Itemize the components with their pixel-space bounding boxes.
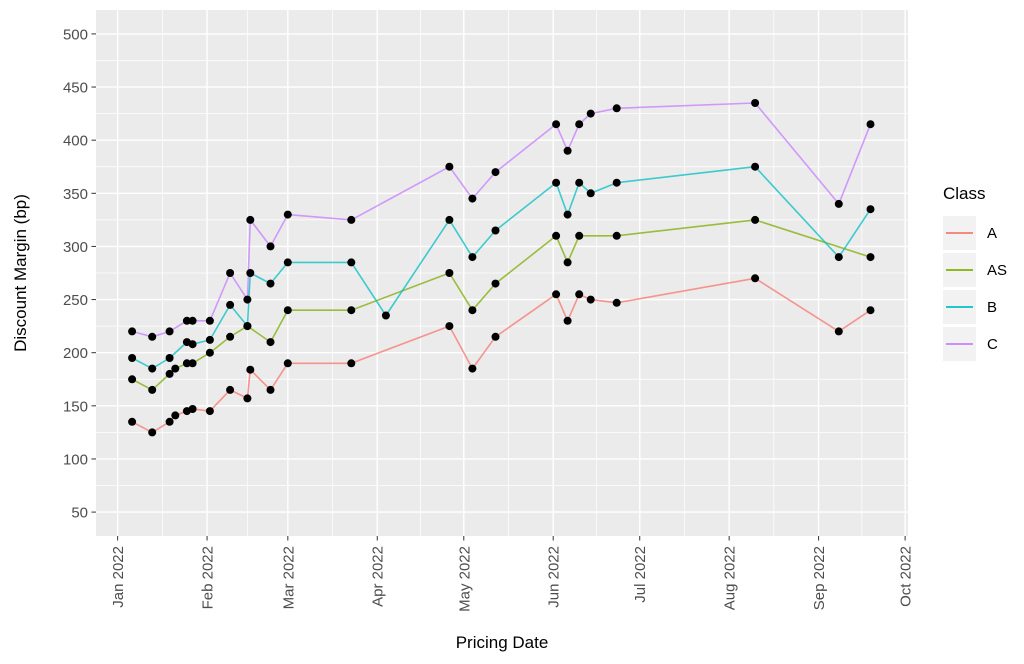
svg-text:Jul 2022: Jul 2022 [632,546,649,603]
series-points-C [128,99,875,341]
legend-item-B: B [943,290,1007,324]
legend-key-C [943,327,976,361]
svg-text:Feb 2022: Feb 2022 [200,546,217,609]
series-points-B [128,162,875,373]
legend-label: B [987,298,998,316]
svg-text:Aug 2022: Aug 2022 [722,546,739,610]
legend-item-A: A [943,216,1007,250]
svg-text:50: 50 [71,505,88,522]
svg-text:200: 200 [63,345,88,362]
legend-item-AS: AS [943,253,1007,287]
svg-text:150: 150 [63,398,88,415]
axis-tick-marks [91,33,906,541]
svg-text:450: 450 [63,80,88,97]
svg-text:Jan 2022: Jan 2022 [110,546,127,608]
svg-text:Sep 2022: Sep 2022 [811,546,828,610]
svg-text:300: 300 [63,239,88,256]
legend-line-swatch [946,232,973,234]
legend-item-C: C [943,327,1007,361]
x-axis-title: Pricing Date [455,633,549,652]
legend-title: Class [943,184,986,203]
legend: Class A AS B C [943,184,1007,364]
minor-gridlines [96,10,908,536]
legend-line-swatch [946,343,973,345]
svg-text:350: 350 [63,186,88,203]
svg-text:400: 400 [63,133,88,150]
svg-text:250: 250 [63,292,88,309]
svg-text:May 2022: May 2022 [456,546,473,612]
y-axis-title: Discount Margin (bp) [11,194,30,352]
x-tick-labels: Jan 2022 Feb 2022 Mar 2022 Apr 2022 May 2022… [110,546,914,612]
series-points-A [128,274,875,437]
legend-key-B [943,290,976,324]
legend-key-A [943,216,976,250]
svg-text:100: 100 [63,451,88,468]
y-tick-labels: 50 100 150 200 250 300 350 400 450 500 [63,26,88,521]
legend-label: C [987,335,998,353]
legend-line-swatch [946,306,973,308]
legend-line-swatch [946,269,973,271]
legend-key-AS [943,253,976,287]
svg-text:Oct 2022: Oct 2022 [898,546,915,607]
svg-text:Jun 2022: Jun 2022 [546,546,563,608]
svg-text:500: 500 [63,26,88,43]
legend-label: AS [987,261,1008,279]
major-gridlines [96,10,908,536]
legend-label: A [987,224,998,242]
svg-text:Apr 2022: Apr 2022 [370,546,387,607]
svg-text:Mar 2022: Mar 2022 [280,546,297,609]
